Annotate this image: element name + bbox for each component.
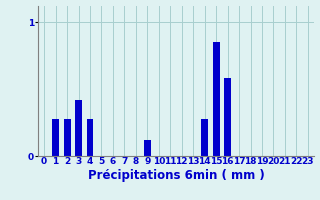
Bar <box>224 78 231 156</box>
Bar <box>144 140 151 156</box>
Bar <box>86 118 93 156</box>
Bar <box>213 42 220 156</box>
X-axis label: Précipitations 6min ( mm ): Précipitations 6min ( mm ) <box>88 169 264 182</box>
Bar <box>52 118 59 156</box>
Bar <box>64 118 70 156</box>
Bar <box>201 118 208 156</box>
Bar <box>75 100 82 156</box>
